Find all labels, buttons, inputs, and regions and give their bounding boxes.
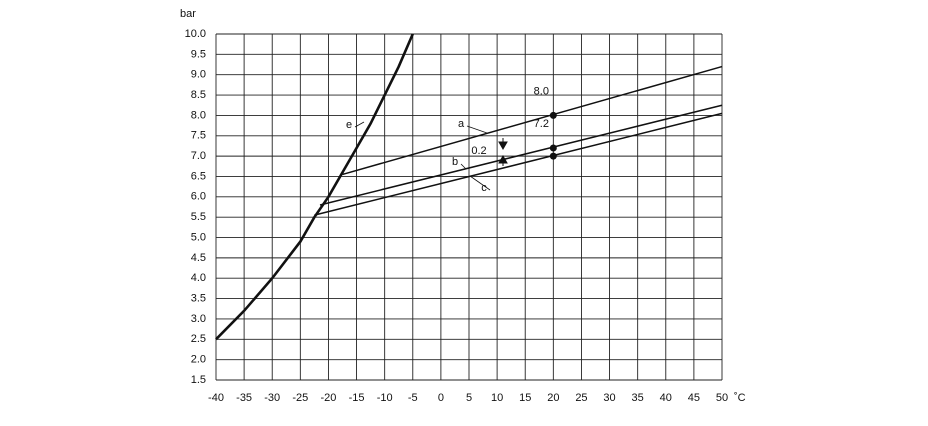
point [549,111,557,119]
point [549,152,557,160]
series-label: c [481,182,487,194]
x-tick-label: 5 [466,392,472,404]
y-tick-label: 6.5 [191,170,206,182]
y-tick-label: 9.0 [191,69,206,81]
leader-line [469,175,491,191]
line-series [314,112,723,216]
x-tick-label: 0 [438,392,444,404]
y-tick-label: 10.0 [185,28,206,40]
line-series [215,33,414,341]
series-label: a [458,118,465,130]
x-tick-label: -30 [264,392,280,404]
x-tick-label: 10 [491,392,503,404]
arrow-head [498,141,508,151]
y-tick-label: 4.0 [191,272,206,284]
x-tick-label: -25 [292,392,308,404]
y-tick-label: 7.5 [191,130,206,142]
y-tick-label: 3.5 [191,292,206,304]
leader-line [460,163,467,170]
x-tick-label: 20 [547,392,559,404]
x-tick-label: 45 [688,392,700,404]
leader-line [354,121,365,128]
x-tick-label: 15 [519,392,531,404]
y-tick-label: 8.5 [191,89,206,101]
line-series [342,65,723,176]
y-tick-label: 2.5 [191,333,206,345]
line-series [319,104,723,206]
y-axis-label: bar [180,8,196,20]
x-tick-label: -20 [320,392,336,404]
x-tick-label: 35 [632,392,644,404]
y-tick-label: 7.0 [191,150,206,162]
x-tick-label: 50 [716,392,728,404]
series-label: e [346,119,352,131]
series-label: b [452,156,458,168]
x-tick-label: 25 [575,392,587,404]
y-tick-label: 4.5 [191,252,206,264]
x-tick-label: -40 [208,392,224,404]
y-tick-label: 5.5 [191,211,206,223]
y-tick-label: 9.5 [191,48,206,60]
x-tick-label: 40 [660,392,672,404]
dimension-arrows [498,138,508,166]
x-tick-label: -15 [349,392,365,404]
y-tick-label: 3.0 [191,313,206,325]
point [549,144,557,152]
x-tick-label: -10 [377,392,393,404]
y-tick-label: 5.0 [191,231,206,243]
x-tick-label: -35 [236,392,252,404]
y-tick-label: 6.0 [191,191,206,203]
x-tick-label: 30 [603,392,615,404]
y-tick-label: 2.0 [191,354,206,366]
point-label: 8.0 [534,85,549,97]
y-tick-label: 1.5 [191,374,206,386]
x-tick-label: -5 [408,392,418,404]
y-tick-label: 8.0 [191,109,206,121]
leader-line [466,125,488,134]
x-axis-label: ˚C [734,392,746,404]
point-label: 7.2 [534,118,549,130]
annotation: 0.2 [471,145,486,157]
